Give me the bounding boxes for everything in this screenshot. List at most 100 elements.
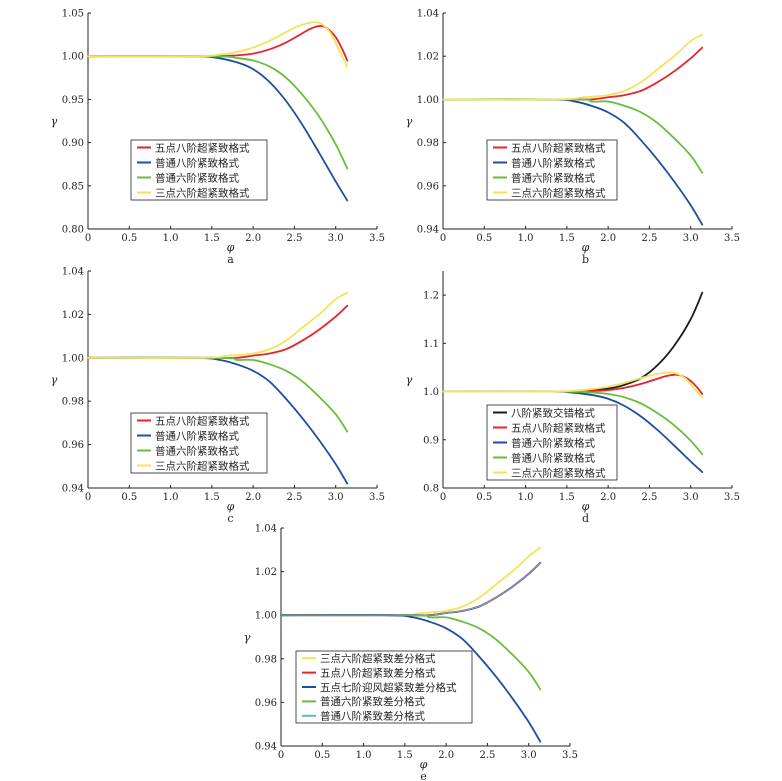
panel-caption: c xyxy=(227,512,233,525)
legend-label: 普通八阶紧致差分格式 xyxy=(320,710,425,723)
series-line xyxy=(280,561,542,617)
legend-label: 三点六阶超紧致格式 xyxy=(155,459,250,472)
x-tick-label: 2.5 xyxy=(641,492,657,503)
legend-label: 五点八阶超紧致格式 xyxy=(155,414,250,427)
y-tick-label: 0.9 xyxy=(423,435,439,446)
y-axis-label: γ xyxy=(406,115,413,128)
x-tick-label: 0 xyxy=(85,233,91,244)
legend-box xyxy=(295,650,473,724)
legend-box xyxy=(130,139,268,201)
series-line xyxy=(442,373,704,395)
x-axis-label: φ xyxy=(582,241,590,254)
legend: 三点六阶超紧致差分格式五点八阶超紧致差分格式五点七阶迎风超紧致差分格式普通六阶紧… xyxy=(295,650,473,724)
y-tick-label: 1.2 xyxy=(423,291,439,302)
series-line xyxy=(442,33,704,101)
x-tick-label: 3.5 xyxy=(724,492,740,503)
x-tick-label: 2.0 xyxy=(438,750,454,761)
legend-label: 普通八阶紧致格式 xyxy=(511,156,595,169)
x-tick-label: 1.0 xyxy=(356,750,372,761)
legend-label: 五点八阶超紧致格式 xyxy=(511,141,606,154)
legend-label: 八阶紧致交错格式 xyxy=(511,406,595,419)
y-tick-label: 0.94 xyxy=(417,225,439,236)
y-tick-label: 0.94 xyxy=(62,484,84,495)
y-tick-label: 1.05 xyxy=(62,9,84,20)
series-line xyxy=(280,562,541,616)
x-tick-label: 1.0 xyxy=(518,492,534,503)
panel-caption: b xyxy=(582,253,589,266)
y-tick-label: 1.00 xyxy=(62,353,84,364)
legend-label: 普通六阶紧致格式 xyxy=(511,436,595,449)
x-tick-label: 0 xyxy=(440,233,446,244)
legend-label: 普通六阶紧致格式 xyxy=(511,171,595,184)
x-axis-label: φ xyxy=(227,500,235,513)
x-tick-label: 2.5 xyxy=(286,233,302,244)
x-tick-label: 1.0 xyxy=(163,233,179,244)
series-line xyxy=(87,55,349,170)
x-tick-label: 2.5 xyxy=(286,492,302,503)
panel-caption: e xyxy=(420,770,427,781)
series-line xyxy=(280,546,542,617)
legend-box xyxy=(130,412,268,474)
x-tick-label: 2.0 xyxy=(600,233,616,244)
panel-b: 0 0.5 1.0 1.5 2.0 2.5 3.0 3.5 0.94 0.96 0.98 1.00 1.… xyxy=(406,9,740,267)
legend-label: 普通六阶紧致格式 xyxy=(155,171,239,184)
y-tick-label: 0.95 xyxy=(62,95,84,106)
legend-label: 普通八阶紧致格式 xyxy=(511,451,595,464)
y-tick-label: 0.94 xyxy=(255,742,277,753)
x-tick-label: 3.0 xyxy=(683,492,699,503)
x-tick-label: 0 xyxy=(278,750,284,761)
y-tick-label: 0.80 xyxy=(62,225,84,236)
y-tick-label: 0.90 xyxy=(62,138,84,149)
y-axis-label: γ xyxy=(244,631,251,644)
x-tick-label: 0 xyxy=(440,492,446,503)
y-tick-label: 1.02 xyxy=(62,310,84,321)
y-tick-label: 0.96 xyxy=(417,181,439,192)
legend-box xyxy=(486,404,618,481)
series-line xyxy=(87,356,349,433)
x-tick-label: 2.0 xyxy=(245,492,261,503)
y-tick-label: 0.98 xyxy=(62,397,84,408)
legend-label: 三点六阶超紧致差分格式 xyxy=(320,652,436,665)
y-tick-label: 0.96 xyxy=(62,440,84,451)
y-tick-label: 1.00 xyxy=(255,611,277,622)
x-tick-label: 1.5 xyxy=(204,233,220,244)
x-tick-label: 2.0 xyxy=(600,492,616,503)
x-tick-label: 1.0 xyxy=(163,492,179,503)
y-tick-label: 1.02 xyxy=(417,52,439,63)
x-tick-label: 3.5 xyxy=(369,492,385,503)
x-tick-label: 1.5 xyxy=(397,750,413,761)
series-line xyxy=(87,291,349,359)
y-tick-label: 1.00 xyxy=(417,95,439,106)
y-tick-label: 0.85 xyxy=(62,181,84,192)
x-tick-label: 2.5 xyxy=(641,233,657,244)
legend-label: 五点七阶迎风超紧致差分格式 xyxy=(320,681,457,694)
y-tick-label: 1.04 xyxy=(255,524,277,535)
x-tick-label: 1.0 xyxy=(518,233,534,244)
series-line xyxy=(442,98,704,174)
legend-label: 普通八阶紧致格式 xyxy=(155,429,239,442)
y-tick-label: 0.98 xyxy=(417,138,439,149)
y-tick-label: 1.04 xyxy=(62,267,84,278)
y-axis-label: γ xyxy=(406,374,413,387)
x-axis-label: φ xyxy=(420,758,428,771)
x-axis-label: φ xyxy=(227,241,235,254)
x-tick-label: 3.0 xyxy=(683,233,699,244)
legend-label: 五点八阶超紧致格式 xyxy=(511,421,606,434)
panel-caption: a xyxy=(227,253,234,266)
x-tick-label: 0 xyxy=(85,492,91,503)
legend: 八阶紧致交错格式五点八阶超紧致格式普通六阶紧致格式普通八阶紧致格式三点六阶超紧致… xyxy=(486,404,618,481)
series-line xyxy=(87,25,349,62)
legend-label: 普通八阶紧致格式 xyxy=(155,156,239,169)
x-tick-label: 3.0 xyxy=(521,750,537,761)
series-line xyxy=(280,614,542,743)
y-axis-label: γ xyxy=(51,115,58,128)
x-tick-label: 3.0 xyxy=(328,492,344,503)
x-tick-label: 0.5 xyxy=(121,492,137,503)
legend-label: 三点六阶超紧致格式 xyxy=(511,466,606,479)
y-tick-label: 1.0 xyxy=(423,387,439,398)
y-tick-label: 1.00 xyxy=(62,52,84,63)
